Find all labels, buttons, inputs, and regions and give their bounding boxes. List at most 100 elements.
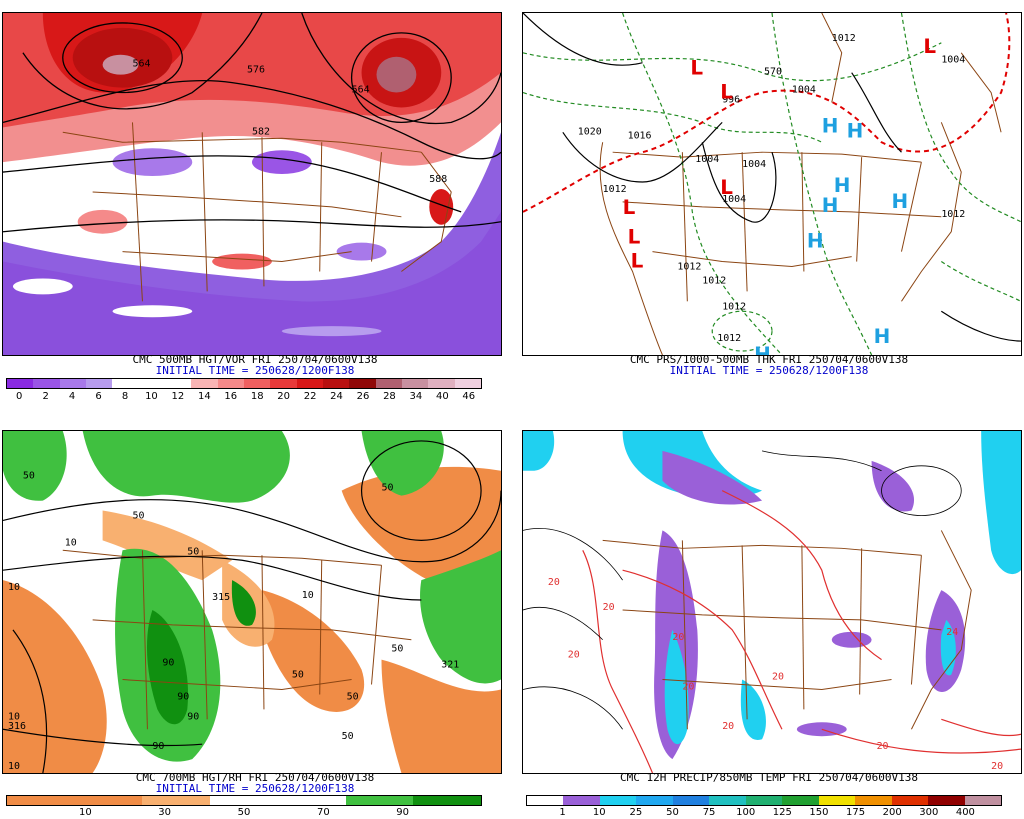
low-pressure-center: L [720,81,733,104]
map-pressure-thickness: 1012 1004 1020 1016 1004 1004 1004 1012 … [522,12,1022,356]
humidity-field: 50 50 10 50 90 10 50 315 10 50 90 90 50 … [3,431,501,773]
colorbar-tick-label: 10 [592,807,606,818]
contour-label: 50 [342,731,354,742]
colorbar-tick-label: 50 [666,807,679,818]
contour-label: 1012 [722,301,746,312]
map-precip-temperature: 20 20 20 20 20 20 24 20 20 20 [522,430,1022,774]
colorbar-swatch [855,796,892,805]
contour-label: 1020 [578,126,602,137]
colorbar-swatch [928,796,965,805]
colorbar-tick-label: 400 [955,807,975,818]
colorbar-swatch [964,796,1002,805]
colorbar-tick-label: 2 [42,391,49,402]
colorbar-swatch [296,379,323,388]
contour-label: 1004 [792,85,816,96]
contour-label: 1012 [941,209,965,220]
high-pressure-center: H [834,174,851,197]
panel-1-colorbar [6,378,482,389]
colorbar-swatch [563,796,600,805]
colorbar-tick-label: 6 [95,391,102,402]
contour-label: 90 [162,658,174,669]
colorbar-tick-label: 200 [882,807,902,818]
colorbar-swatch [454,379,481,388]
contour-label: 570 [764,67,782,78]
panel-3-caption-init-time: INITIAL TIME = 250628/1200F138 [155,782,355,795]
colorbar-swatch [345,796,414,805]
contour-label: 564 [352,85,370,96]
low-pressure-center: L [720,176,733,199]
low-pressure-center: L [690,57,703,80]
colorbar-tick-label: 14 [197,391,211,402]
colorbar-swatch [599,796,637,805]
high-pressure-center: H [874,325,891,348]
temp-contour-label: 20 [672,632,684,643]
contour-label: 576 [247,65,265,76]
colorbar-swatch [191,379,218,388]
contour-label: 1012 [603,184,627,195]
contour-label: 50 [132,510,144,521]
contour-label: 50 [381,483,393,494]
panel-3-colorbar [6,795,482,806]
colorbar-tick-label: 300 [919,807,939,818]
contour-label: 1004 [742,159,766,170]
colorbar-tick-label: 16 [224,391,238,402]
contour-label: 10 [65,537,77,548]
colorbar-tick-label: 20 [277,391,291,402]
contour-label: 10 [8,582,20,593]
panel-500mb-hgt-vor: 576 564 582 588 564 CMC 500MB HGT/VOR FR… [0,0,510,410]
contour-label: 90 [187,711,199,722]
contour-label: 316 [8,721,26,732]
colorbar-tick-label: 50 [237,807,251,818]
colorbar-swatch [891,796,929,805]
colorbar-swatch [138,379,165,388]
colorbar-tick-label: 150 [809,807,829,818]
colorbar-tick-label: 12 [171,391,185,402]
contour-label: 1004 [695,154,719,165]
high-pressure-center: H [754,343,771,355]
colorbar-swatch [210,796,278,805]
temp-contour-label: 20 [991,761,1003,772]
colorbar-tick-label: 40 [435,391,449,402]
temp-contour-label: 20 [682,681,694,692]
colorbar-swatch [782,796,819,805]
colorbar-swatch [217,379,244,388]
colorbar-tick-label: 30 [158,807,172,818]
colorbar-tick-label: 22 [303,391,317,402]
colorbar-swatch [243,379,271,388]
contour-label: 1004 [722,194,746,205]
colorbar-tick-label: 18 [250,391,264,402]
colorbar-tick-label: 34 [409,391,423,402]
panel-3-colorbar-ticks: 10 30 50 70 90 [6,807,480,819]
contour-label: 1004 [941,55,965,66]
contour-label: 10 [8,761,20,772]
colorbar-swatch [7,796,75,805]
panel-prs-thickness: 1012 1004 1020 1016 1004 1004 1004 1012 … [514,0,1024,410]
high-pressure-center: H [847,119,864,142]
temp-contour-label: 20 [877,741,889,752]
temp-contour-label: 20 [568,650,580,661]
colorbar-tick-label: 25 [629,807,643,818]
colorbar-tick-label: 10 [78,807,92,818]
colorbar-swatch [672,796,710,805]
vorticity-field: 576 564 582 588 564 [3,13,501,355]
panel-1-colorbar-ticks: 0 2 4 6 8 10 12 14 16 18 20 22 24 26 28 34 40 46 [6,391,480,403]
panel-1-caption-init-time: INITIAL TIME = 250628/1200F138 [155,364,355,377]
map-500mb-vorticity: 576 564 582 588 564 [2,12,502,356]
colorbar-swatch [7,379,34,388]
colorbar-swatch [636,796,673,805]
low-pressure-center: L [631,250,644,273]
colorbar-tick-label: 90 [396,807,410,818]
contour-label: 50 [187,546,199,557]
panel-2-caption-title: CMC PRS/1000-500MB THK FRI 250704/0600V1… [629,353,909,366]
panel-3-caption-title: CMC 700MB HGT/RH FRI 250704/0600V138 [135,771,375,784]
contour-label: 996 [722,94,740,105]
colorbar-tick-label: 10 [145,391,158,402]
contour-label: 1012 [702,275,726,286]
colorbar-tick-label: 125 [772,807,792,818]
colorbar-swatch [428,379,455,388]
contour-label: 1012 [717,333,741,344]
colorbar-swatch [349,379,376,388]
colorbar-swatch [112,379,139,388]
panel-2-caption-init-time: INITIAL TIME = 250628/1200F138 [669,364,869,377]
high-pressure-center: H [892,190,909,213]
